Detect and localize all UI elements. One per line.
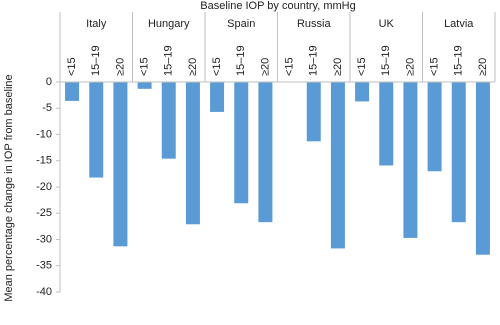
subcategory-label: <15 [356, 57, 368, 76]
bar [379, 82, 394, 166]
subcategory-label: 15–19 [453, 45, 465, 76]
y-tick-label: 0 [46, 76, 52, 88]
bar [403, 82, 418, 238]
bar [234, 82, 249, 204]
group-label: Spain [227, 18, 255, 30]
bar [451, 82, 466, 223]
subcategory-label: 15–19 [90, 45, 102, 76]
bar [89, 82, 104, 178]
subcategory-label: 15–19 [163, 45, 175, 76]
bar [113, 82, 128, 247]
y-tick-label: -15 [36, 155, 52, 167]
subcategory-label: 15–19 [308, 45, 320, 76]
bar [65, 82, 80, 101]
subcategory-label: ≥20 [332, 58, 344, 76]
y-tick-label: -20 [36, 181, 52, 193]
y-tick-label: -35 [36, 260, 52, 272]
y-tick-label: -30 [36, 233, 52, 245]
subcategory-label: 15–19 [235, 45, 247, 76]
subcategory-label: <15 [428, 57, 440, 76]
chart-title: Baseline IOP by country, mmHg [200, 0, 356, 12]
group-label: Latvia [444, 18, 474, 30]
subcategory-label: <15 [283, 57, 295, 76]
subcategory-label: ≥20 [187, 58, 199, 76]
y-tick-label: -5 [42, 102, 52, 114]
bar [185, 82, 200, 225]
subcategory-label: <15 [138, 57, 150, 76]
subcategory-label: ≥20 [404, 58, 416, 76]
bar [475, 82, 490, 255]
bar [137, 82, 152, 89]
bar [427, 82, 442, 172]
subcategory-label: ≥20 [477, 58, 489, 76]
group-label: Italy [86, 18, 107, 30]
subcategory-label: 15–19 [380, 45, 392, 76]
subcategory-label: <15 [66, 57, 78, 76]
group-label: Russia [297, 18, 332, 30]
bar [258, 82, 273, 223]
bar [355, 82, 370, 102]
y-tick-label: -10 [36, 128, 52, 140]
bar [161, 82, 176, 159]
subcategory-label: ≥20 [114, 58, 126, 76]
y-axis-label: Mean percentage change in IOP from basel… [3, 74, 15, 301]
y-tick-label: -40 [36, 286, 52, 298]
bar [210, 82, 225, 112]
y-tick-label: -25 [36, 207, 52, 219]
subcategory-label: ≥20 [259, 58, 271, 76]
group-label: Hungary [148, 18, 190, 30]
bar [306, 82, 321, 142]
subcategory-label: <15 [211, 57, 223, 76]
group-label: UK [379, 18, 395, 30]
bar [330, 82, 345, 249]
